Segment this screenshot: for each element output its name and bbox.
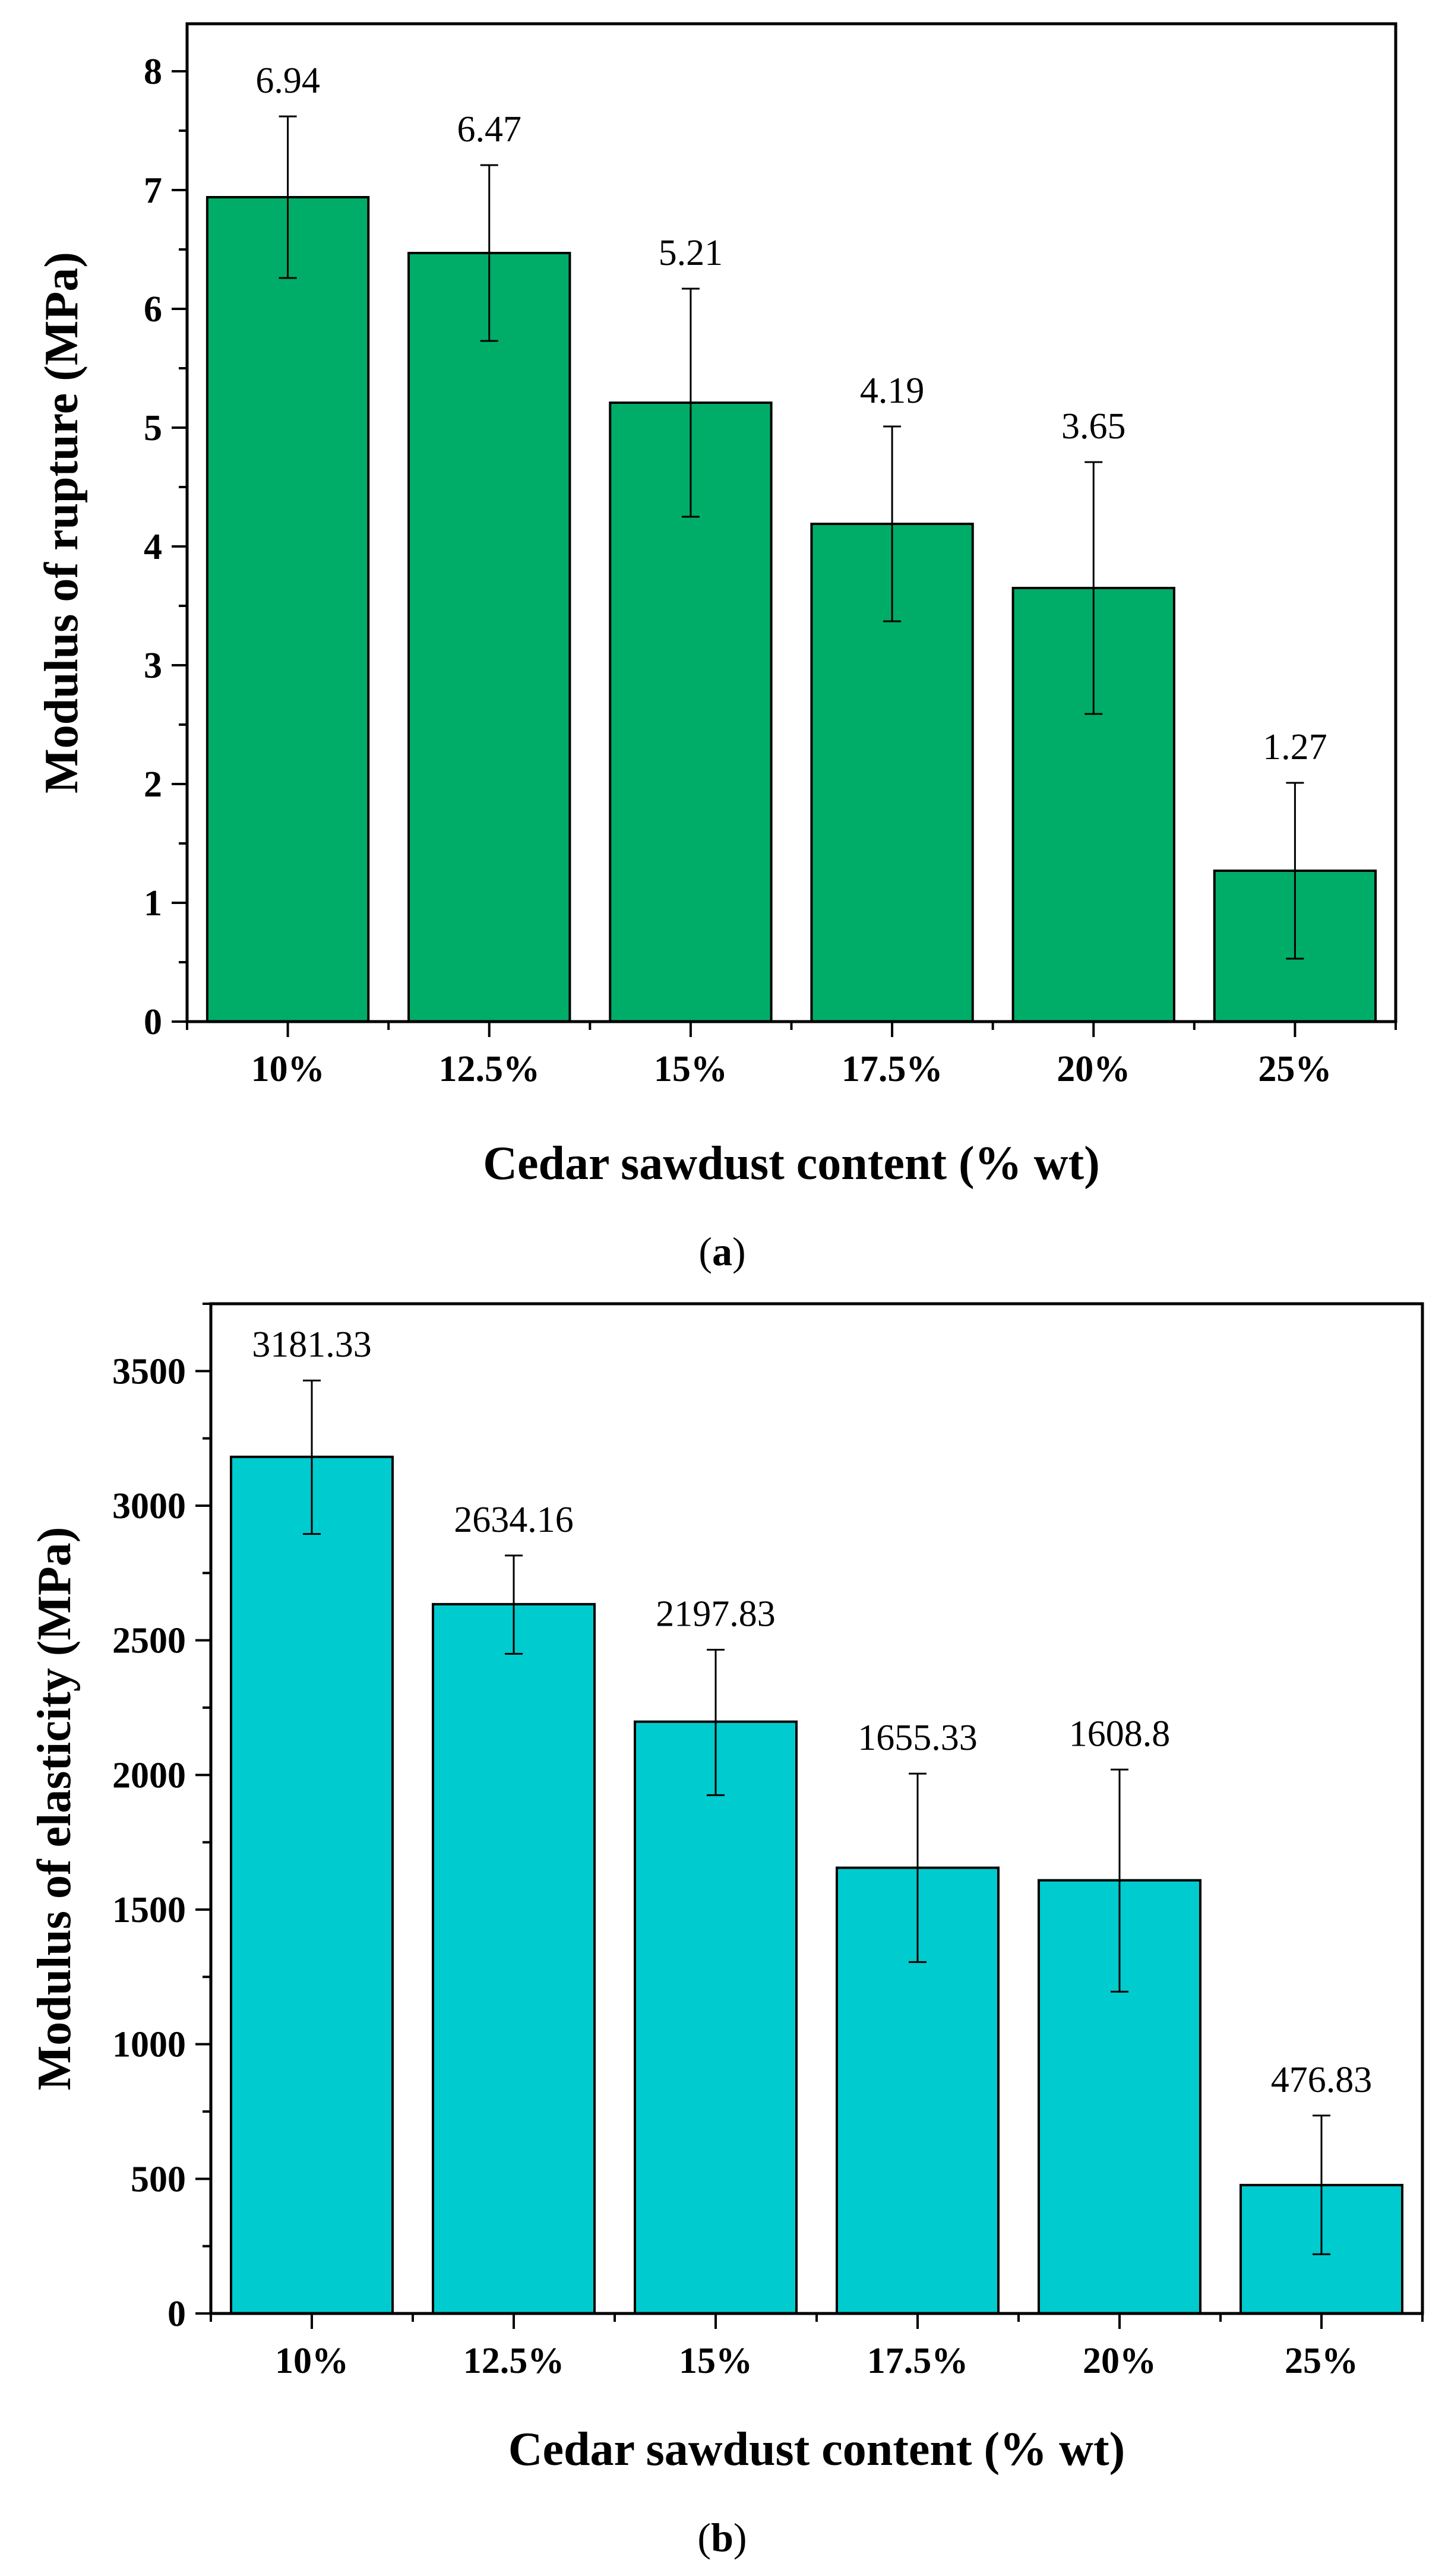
- y-tick-label: 0: [167, 2294, 186, 2334]
- error-bar-3: [681, 287, 700, 518]
- x-tick-label: 10%: [275, 2341, 349, 2381]
- x-axis-title: Cedar sawdust content (% wt): [483, 1137, 1099, 1190]
- data-label-2: 6.47: [457, 109, 522, 150]
- y-tick-label: 1: [144, 883, 162, 924]
- x-tick-label: 15%: [654, 1049, 728, 1089]
- panel-label-open-paren: (: [697, 2515, 711, 2560]
- data-label-5: 1608.8: [1069, 1714, 1171, 1754]
- error-bar-2: [505, 1554, 523, 1655]
- error-bar-4: [883, 425, 902, 622]
- panel-label: (a): [698, 1229, 745, 1274]
- data-label-4: 1655.33: [858, 1718, 978, 1758]
- y-tick-label: 5: [144, 408, 162, 448]
- error-bar-3: [707, 1649, 725, 1796]
- panel-label-close-paren: ): [732, 1229, 746, 1274]
- data-label-4: 4.19: [860, 371, 925, 411]
- y-tick-label: 8: [144, 52, 162, 92]
- data-label-5: 3.65: [1061, 406, 1126, 447]
- y-axis-title: Modulus of elasticity (MPa): [29, 1527, 81, 2091]
- data-label-1: 6.94: [255, 61, 320, 101]
- x-tick-label: 15%: [679, 2341, 752, 2381]
- data-label-2: 2634.16: [454, 1500, 574, 1540]
- error-bar-1: [303, 1379, 321, 1535]
- bar-3: [634, 1720, 798, 2315]
- y-tick-label: 1500: [112, 1890, 186, 1930]
- y-tick-label: 2000: [112, 1755, 186, 1796]
- error-bar-1: [279, 115, 297, 279]
- x-tick-label: 20%: [1057, 1049, 1130, 1089]
- x-tick-label: 25%: [1258, 1049, 1332, 1089]
- y-tick-label: 0: [144, 1002, 162, 1042]
- x-axis-title: Cedar sawdust content (% wt): [508, 2423, 1125, 2476]
- x-tick-label: 17.5%: [867, 2341, 969, 2381]
- y-tick-label: 3: [144, 646, 162, 686]
- data-label-3: 2197.83: [656, 1594, 776, 1635]
- y-axis-title: Modulus of rupture (MPa): [36, 252, 88, 794]
- error-bar-6: [1313, 2114, 1330, 2255]
- y-tick-label: 2: [144, 764, 162, 805]
- y-tick-label: 2500: [112, 1621, 186, 1661]
- error-bar-6: [1286, 782, 1304, 960]
- bar-2: [432, 1603, 596, 2315]
- y-tick-label: 500: [131, 2159, 186, 2199]
- error-bar-4: [909, 1772, 927, 1963]
- bar-2: [407, 252, 571, 1023]
- bar-1: [230, 1455, 394, 2315]
- x-tick-label: 25%: [1285, 2341, 1358, 2381]
- panel-label-close-paren: ): [733, 2515, 747, 2560]
- error-bar-2: [480, 164, 498, 342]
- chart-panel-a: 6.94 6.47 5.21 4.19 3.65 1.27 0 1 2 3 4 5 6 7 8 10% 12.5…: [36, 22, 1397, 1274]
- data-label-3: 5.21: [659, 233, 723, 273]
- data-label-6: 476.83: [1271, 2060, 1373, 2100]
- bar-1: [205, 196, 370, 1023]
- panel-label-open-paren: (: [698, 1229, 712, 1274]
- y-tick-label: 3000: [112, 1486, 186, 1526]
- y-tick-label: 6: [144, 289, 162, 330]
- data-label-6: 1.27: [1263, 727, 1327, 767]
- chart-panel-b: 3181.33 2634.16 2197.83 1655.33 1608.8 476.83…: [29, 1302, 1424, 2560]
- x-tick-label: 20%: [1083, 2341, 1156, 2381]
- y-tick-label: 7: [144, 170, 162, 211]
- error-bar-5: [1084, 461, 1103, 715]
- y-tick-label: 3500: [112, 1351, 186, 1392]
- panel-label: (b): [697, 2515, 747, 2560]
- panel-label-letter: b: [711, 2515, 733, 2560]
- x-tick-label: 10%: [251, 1049, 325, 1089]
- panel-label-letter: a: [712, 1229, 732, 1274]
- y-tick-label: 1000: [112, 2025, 186, 2065]
- x-tick-label: 12.5%: [463, 2341, 565, 2381]
- x-tick-label: 17.5%: [842, 1049, 943, 1089]
- y-tick-label: 4: [144, 527, 162, 567]
- data-label-1: 3181.33: [252, 1325, 372, 1365]
- error-bar-5: [1111, 1768, 1128, 1993]
- x-tick-label: 12.5%: [439, 1049, 540, 1089]
